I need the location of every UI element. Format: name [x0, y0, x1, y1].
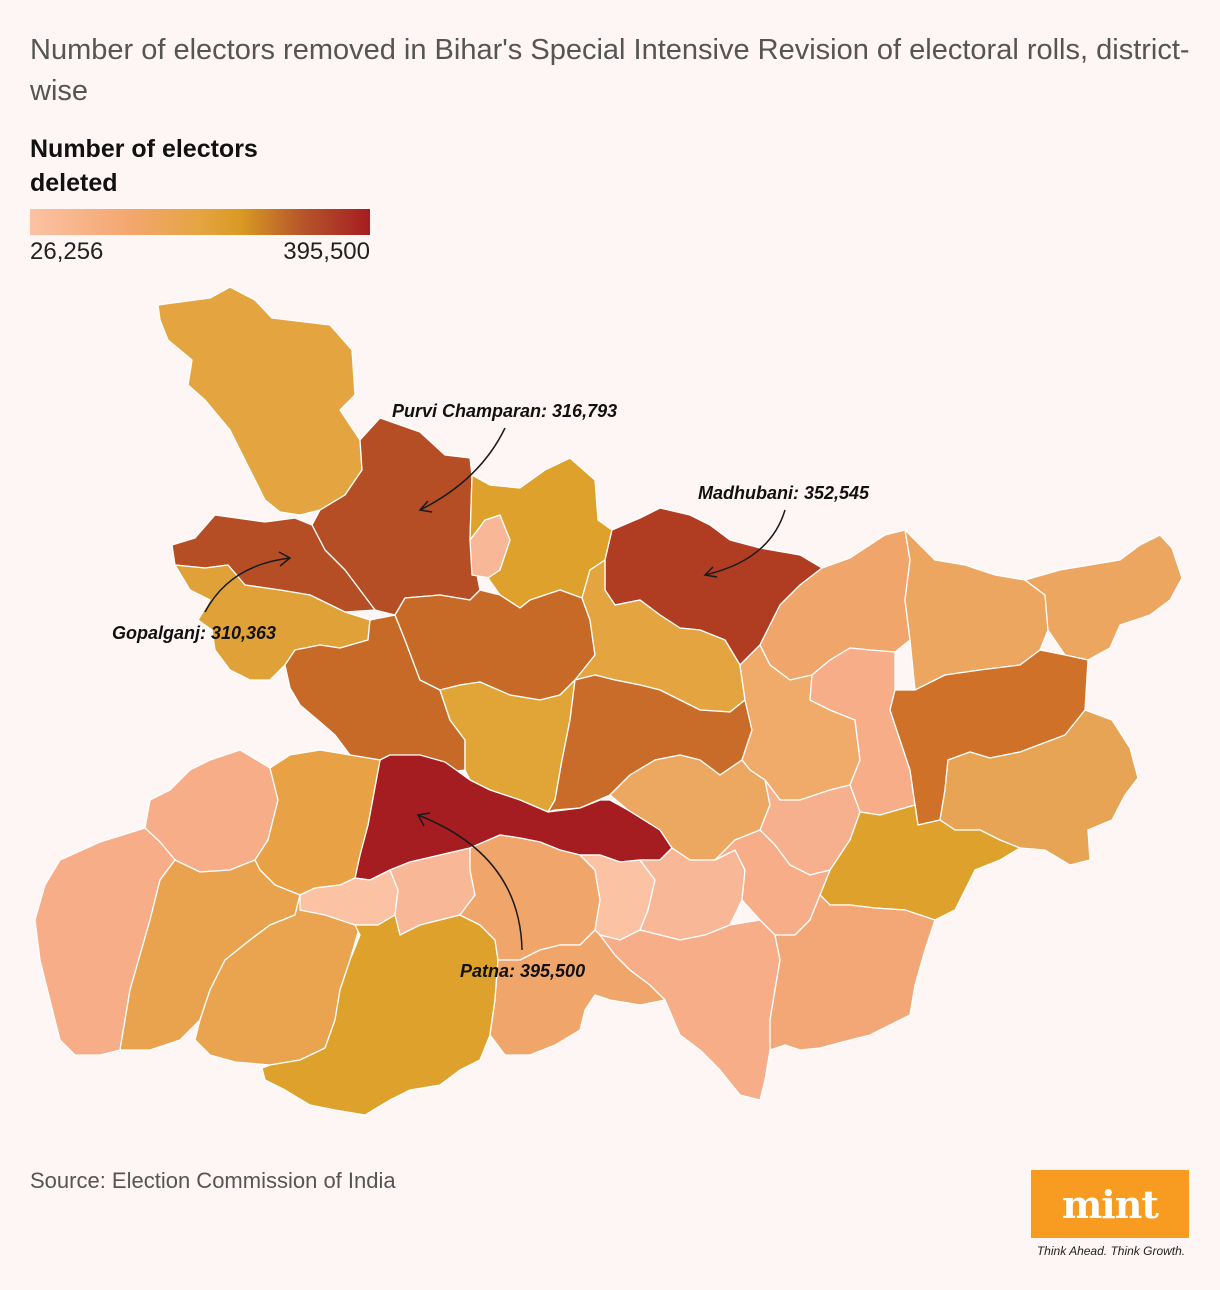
legend-max-label: 395,500 [283, 238, 370, 265]
arrow-purvi-champaran [419, 427, 506, 511]
arrow-gopalganj [204, 557, 291, 613]
arrow-patna [417, 814, 523, 951]
logo-tagline: Think Ahead. Think Growth. [1036, 1244, 1186, 1258]
legend-min-label: 26,256 [30, 238, 104, 265]
arrowhead-purvi-champaran [418, 500, 433, 513]
arrow-madhubani [704, 509, 786, 576]
chart-title: Number of electors removed in Bihar's Sp… [30, 34, 1190, 107]
arrowhead-madhubani [703, 566, 718, 578]
district-kishanganj[interactable] [1024, 534, 1183, 661]
callout-gopalganj: Gopalganj: 310,363 [112, 623, 277, 643]
district-banka[interactable] [769, 894, 936, 1051]
callout-madhubani: Madhubani: 352,545 [698, 483, 870, 503]
district-jamui[interactable] [599, 919, 781, 1101]
arrowhead-gopalganj [278, 551, 292, 567]
source-note: Source: Election Commission of India [30, 1168, 396, 1193]
callout-patna: Patna: 395,500 [460, 961, 586, 981]
mint-logo: mint [1031, 1170, 1189, 1238]
arrowhead-patna [416, 812, 431, 827]
legend-color-scale [30, 209, 370, 235]
logo-wordmark: mint [1062, 1181, 1159, 1227]
district-gaya[interactable] [261, 914, 499, 1116]
legend-title: Number of electors deleted [30, 135, 258, 197]
district-lakhisarai[interactable] [639, 847, 746, 941]
district-paschim-champaran[interactable] [157, 286, 363, 516]
callout-purvi-champaran: Purvi Champaran: 316,793 [392, 401, 618, 421]
